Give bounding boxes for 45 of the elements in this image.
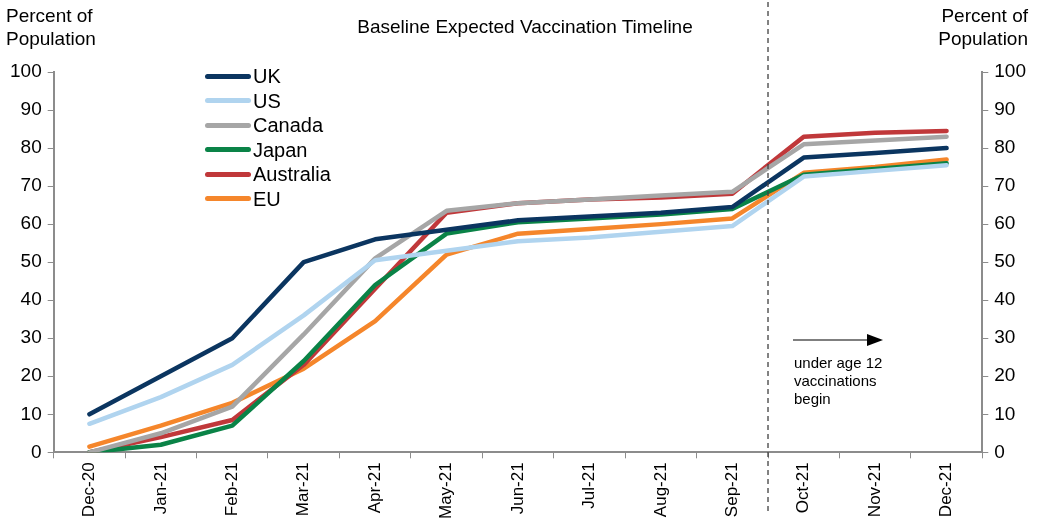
- y-tick-label: 80: [20, 136, 42, 158]
- y-tick-label: 70: [20, 174, 42, 196]
- y2-tick-label: 20: [994, 364, 1016, 386]
- legend-label: Australia: [253, 162, 331, 187]
- x-tick-label: Nov-21: [864, 462, 884, 518]
- y2-tick-label: 90: [994, 98, 1016, 120]
- y-tick-label: 20: [20, 364, 42, 386]
- y-tick-label: 10: [20, 402, 42, 424]
- y2-tick-label: 80: [994, 136, 1016, 158]
- chart-title: Baseline Expected Vaccination Timeline: [357, 15, 693, 37]
- x-tick-label: Dec-20: [79, 462, 99, 518]
- y-tick-label: 50: [20, 250, 42, 272]
- y-tick-label: 30: [20, 326, 42, 348]
- x-tick-label: Jul-21: [579, 462, 599, 509]
- x-tick-label: Feb-21: [221, 462, 241, 517]
- legend-label: Canada: [253, 113, 324, 138]
- x-tick-label: Jun-21: [507, 462, 527, 515]
- x-tick-label: May-21: [436, 462, 456, 519]
- y-tick-label: 100: [10, 60, 42, 82]
- y2-tick-label: 10: [994, 402, 1016, 424]
- y-tick-label: 0: [31, 440, 42, 462]
- y2-tick-label: 100: [994, 60, 1026, 82]
- x-tick-label: Sep-21: [721, 462, 741, 518]
- y2-tick-label: 30: [994, 326, 1016, 348]
- x-tick-label: Apr-21: [364, 462, 384, 514]
- x-tick-label: Jan-21: [150, 462, 170, 515]
- annotation: under age 12 vaccinations begin: [794, 353, 883, 407]
- legend-label: Japan: [253, 137, 308, 162]
- legend-label: US: [253, 88, 281, 113]
- x-tick-label: Mar-21: [293, 462, 313, 517]
- y2-tick-label: 0: [994, 440, 1005, 462]
- y2-tick-label: 40: [994, 288, 1016, 310]
- x-tick-label: Dec-21: [936, 462, 956, 518]
- x-tick-label: Oct-21: [793, 462, 813, 514]
- y2-tick-label: 60: [994, 212, 1016, 234]
- y2-tick-label: 70: [994, 174, 1016, 196]
- x-tick-label: Aug-21: [650, 462, 670, 518]
- y2-tick-label: 50: [994, 250, 1016, 272]
- legend-label: EU: [253, 186, 281, 211]
- y-tick-label: 90: [20, 98, 42, 120]
- y2-axis-title: Percent of Population: [937, 4, 1028, 50]
- y-tick-label: 60: [20, 212, 42, 234]
- y-tick-label: 40: [20, 288, 42, 310]
- y-axis-title: Percent of Population: [6, 4, 97, 50]
- legend-label: UK: [253, 64, 281, 89]
